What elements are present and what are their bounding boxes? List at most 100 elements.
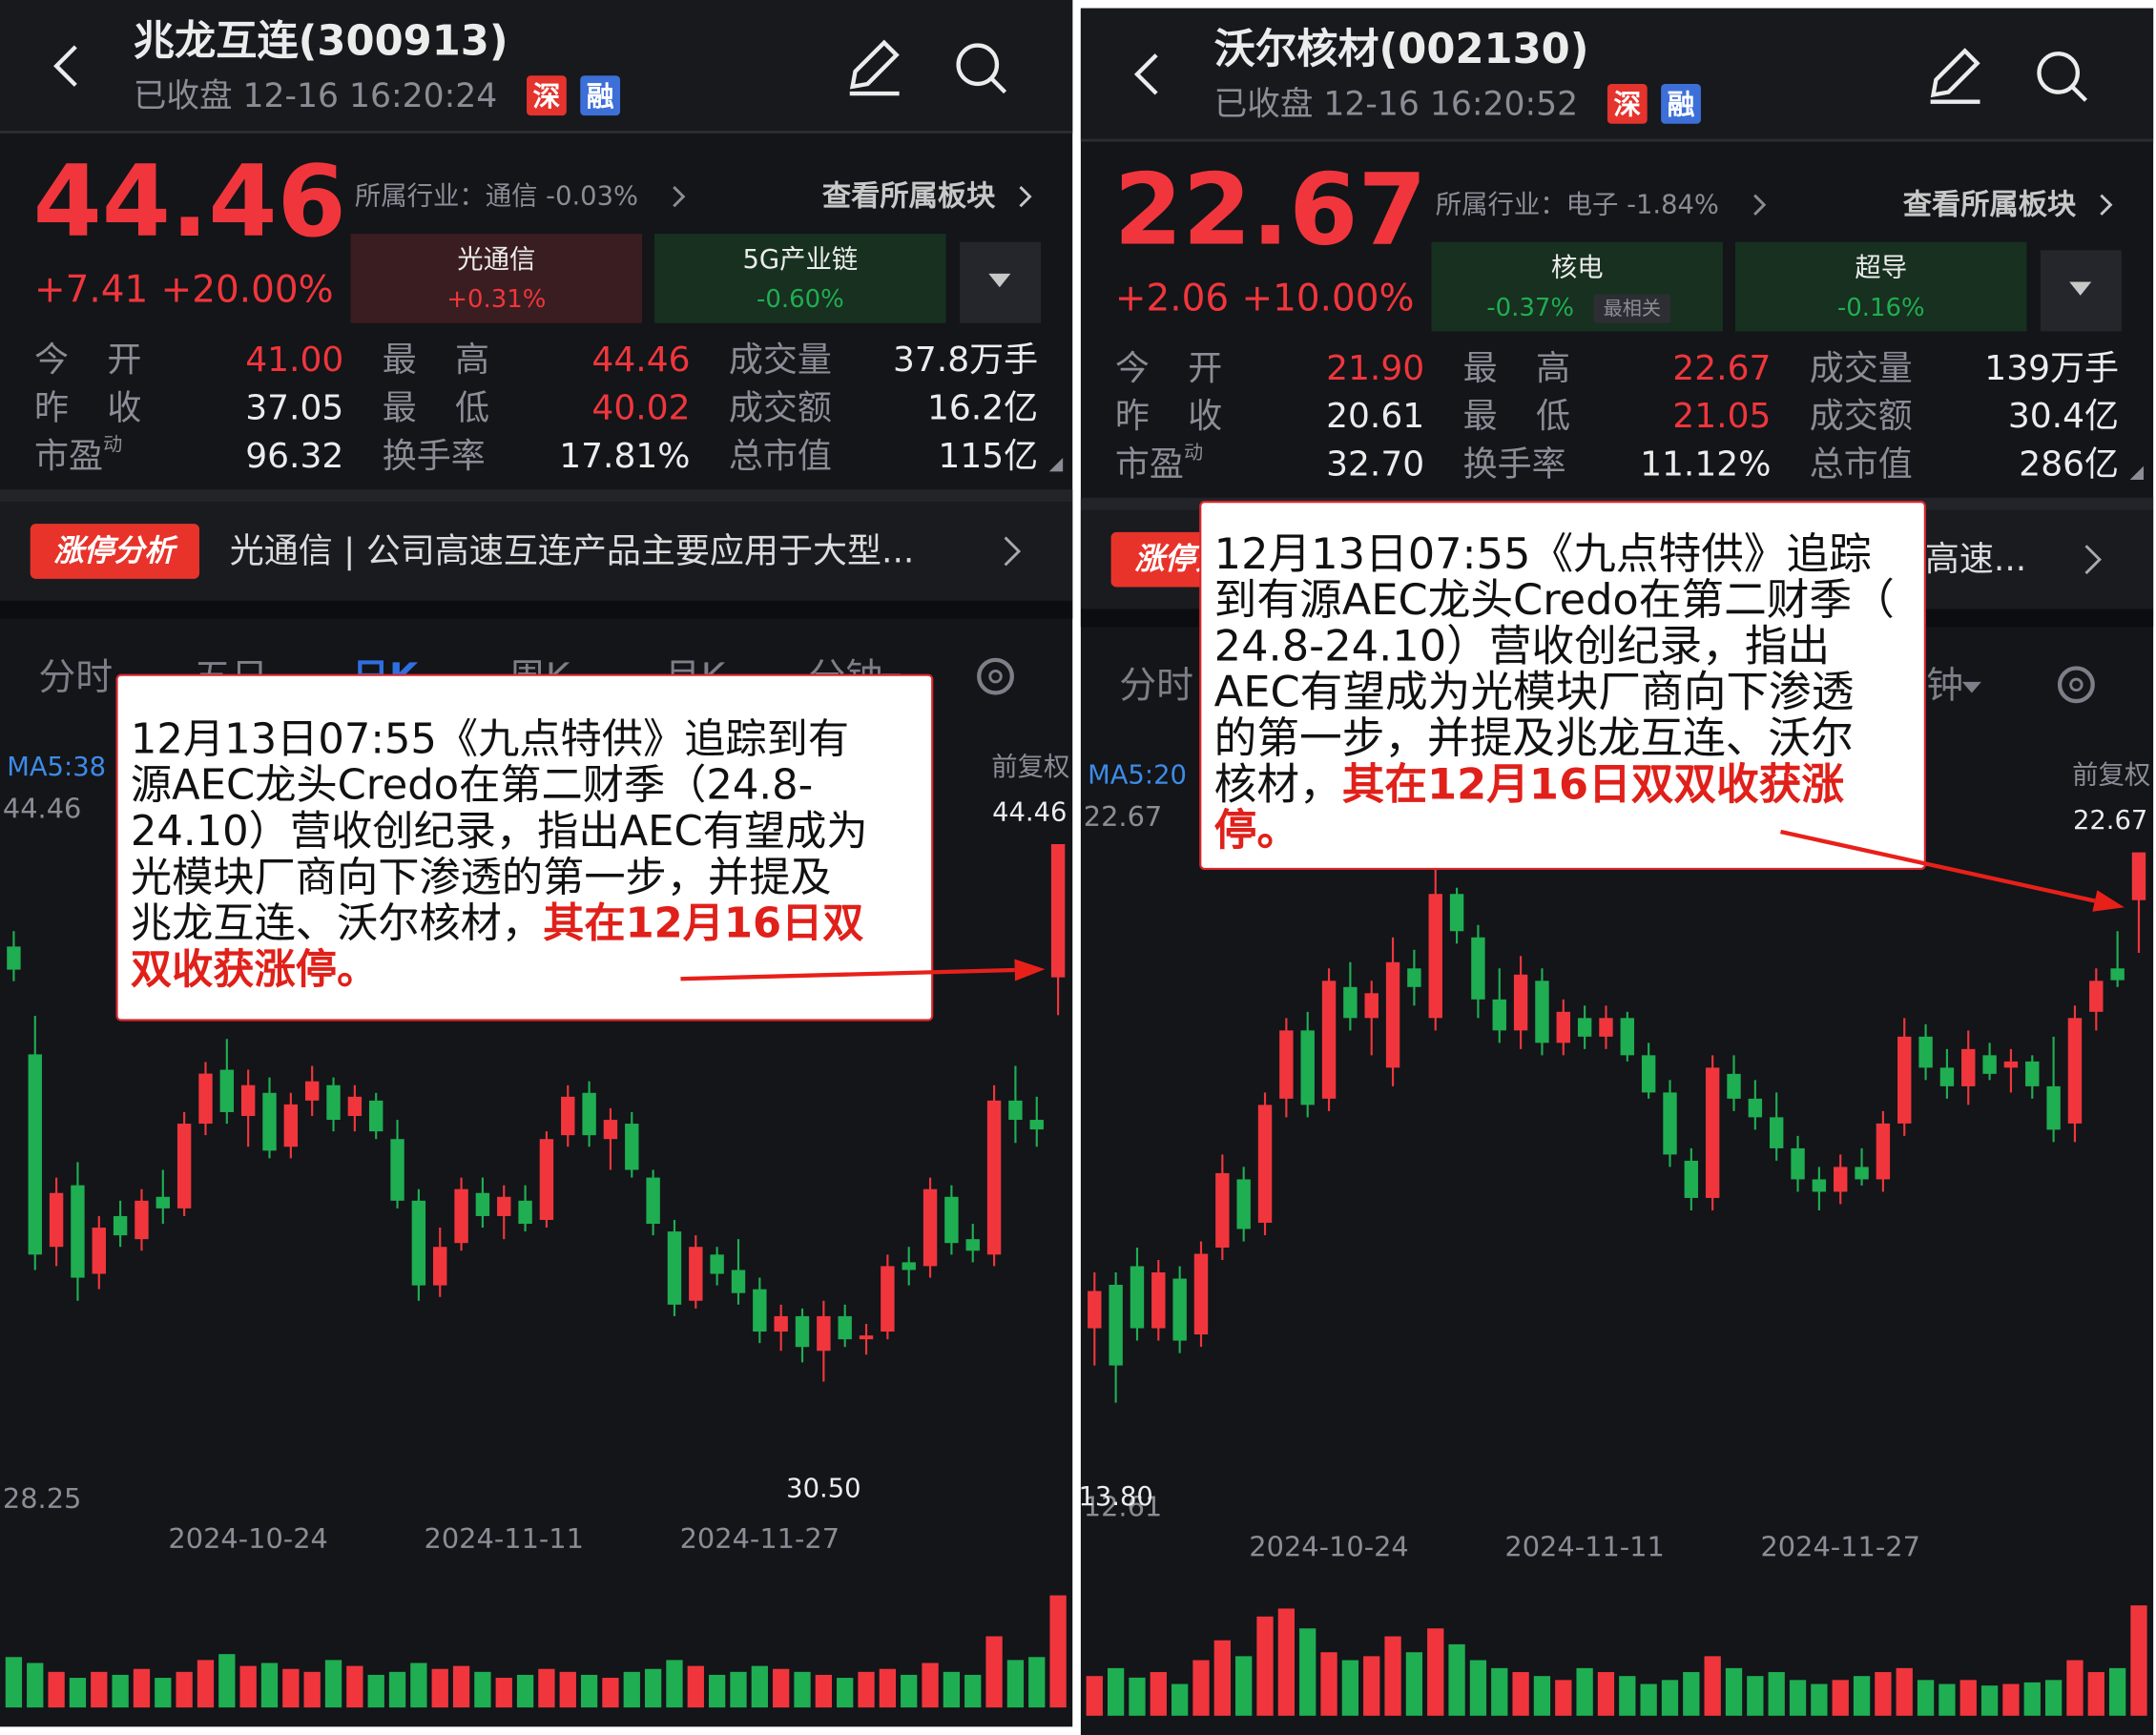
candle-body [1727,1073,1741,1099]
tag-badge: 最相关 [1604,297,1661,320]
tag-dropdown[interactable] [960,241,1042,323]
annotation-line: 光模块厂商向下渗透的第一步，并提及 [131,854,832,901]
volume-bar [538,1668,555,1708]
volume-bar [1491,1667,1508,1716]
volume-bar [879,1668,897,1708]
stat-value: 20.61 [1326,397,1424,436]
search-icon [956,43,1000,87]
annotation-text: 到有源AEC龙头Credo在第二财季（ [1214,575,1895,625]
edit-button[interactable] [1930,48,1980,104]
candle-body [710,1254,724,1274]
volume-bar [69,1678,87,1708]
period-tab[interactable]: 分时 [38,656,113,699]
volume-bar [1363,1656,1380,1716]
concept-tag[interactable]: 超导 -0.16% [1734,241,2027,332]
volume-bar [2108,1667,2126,1716]
search-icon [2070,85,2088,102]
search-button[interactable] [2037,52,2088,102]
period-tab[interactable]: 分时 [1119,665,1193,708]
x-tick-label: 2024-10-24 [1249,1531,1408,1563]
low-label: 13.80 [1078,1482,1152,1512]
concept-tag[interactable]: 光通信 +0.31% [350,234,643,323]
back-button[interactable] [1133,53,1158,95]
volume-bar [1086,1676,1103,1716]
candle-body [561,1096,575,1136]
volume-bar [1747,1676,1764,1716]
adjust-label: 前复权 [2072,760,2150,790]
last-price: 22.67 [1113,154,1426,268]
market-badge-text: 深 [533,80,561,113]
candle-body [795,1315,810,1348]
section-gap [0,489,1073,503]
settings-button[interactable] [2057,666,2095,704]
volume-bar [943,1671,961,1708]
candle-body [518,1200,532,1225]
candle-body [1109,1285,1123,1366]
candle-body [1918,1036,1933,1068]
annotation-line: 24.8-24.10）营收创纪录，指出 [1214,621,1831,671]
volume-bar [410,1663,427,1708]
annotation-line: 的第一步，并提及兆龙互连、沃尔 [1214,713,1854,763]
sector-link[interactable]: 查看所属板块 [1903,188,2077,221]
annotation-line: 双收获涨停。 [131,946,378,994]
volume-bar [155,1678,172,1708]
stat-label: 成交量 [729,341,832,380]
candle-body [986,1100,1002,1255]
stat-label-sup: 动 [1184,441,1203,464]
tag-dropdown[interactable] [2040,250,2122,332]
volume-bar [1107,1667,1125,1716]
candle-body [1663,1092,1677,1155]
volume-bar [2087,1672,2104,1716]
candle-body [176,1124,192,1208]
banner-text: 高速... [1925,540,2026,579]
volume-bar [367,1674,384,1708]
stat-value: 44.46 [591,341,690,380]
annotation-line: 源AEC龙头Credo在第二财季（24.8- [131,762,813,810]
candle-body [731,1270,746,1293]
tag-name: 5G产业链 [742,245,858,275]
volume-bar [1789,1680,1807,1716]
market-badge [1607,83,1648,124]
edit-button[interactable] [849,39,900,96]
stat-label: 总市值 [1810,445,1913,485]
annotation-text: 其在12月16日双 [543,900,863,948]
market-badge [527,75,567,116]
volume-bar [602,1678,619,1708]
candle-body [7,946,21,970]
volume-bar [1192,1660,1210,1716]
candle-body [198,1073,213,1125]
candle-body [304,1081,320,1101]
x-tick-label: 2024-10-24 [168,1522,327,1555]
stat-value: 17.81% [559,437,690,476]
industry-link[interactable]: 所属行业：电子 -1.84% [1436,190,1719,219]
tag-name: 光通信 [457,245,535,275]
high-label: 44.46 [992,797,1067,827]
concept-tag[interactable]: 核电 -0.37% 最相关 [1431,241,1723,332]
volume-bar [1405,1652,1423,1716]
candle-body [689,1247,703,1301]
sector-link[interactable]: 查看所属板块 [822,180,996,214]
stat-value: 32.70 [1326,445,1424,485]
search-button[interactable] [956,43,1007,94]
chevron-icon [2100,194,2113,216]
stat-value: 21.90 [1326,349,1424,388]
annotation-text: 12月13日07:55《九点特供》追踪 [1214,529,1872,579]
candle-body [1599,1018,1613,1037]
candle-body [902,1262,916,1270]
annotation-line: 核材，其在12月16日双双收获涨 [1214,759,1845,809]
limit-up-banner[interactable]: 涨停分析 光通信 | 公司高速互连产品主要应用于大型... [30,524,1022,579]
back-button[interactable] [53,45,77,87]
candle-body [1556,1011,1570,1043]
volume-bar [1811,1683,1828,1716]
candle-body [646,1177,660,1225]
candle-body [1791,1147,1805,1180]
annotation-text: 24.10）营收创纪录，指出AEC有望成为 [131,808,868,856]
annotation-arrowhead [1014,959,1046,981]
volume-bar [431,1668,448,1708]
volume-bar [751,1665,768,1708]
industry-link[interactable]: 所属行业：通信 -0.03% [355,182,638,212]
market-badge [1661,83,1701,124]
x-tick-label: 2024-11-11 [425,1522,584,1555]
settings-button[interactable] [977,657,1014,695]
concept-tag[interactable]: 5G产业链 -0.60% [654,234,946,323]
